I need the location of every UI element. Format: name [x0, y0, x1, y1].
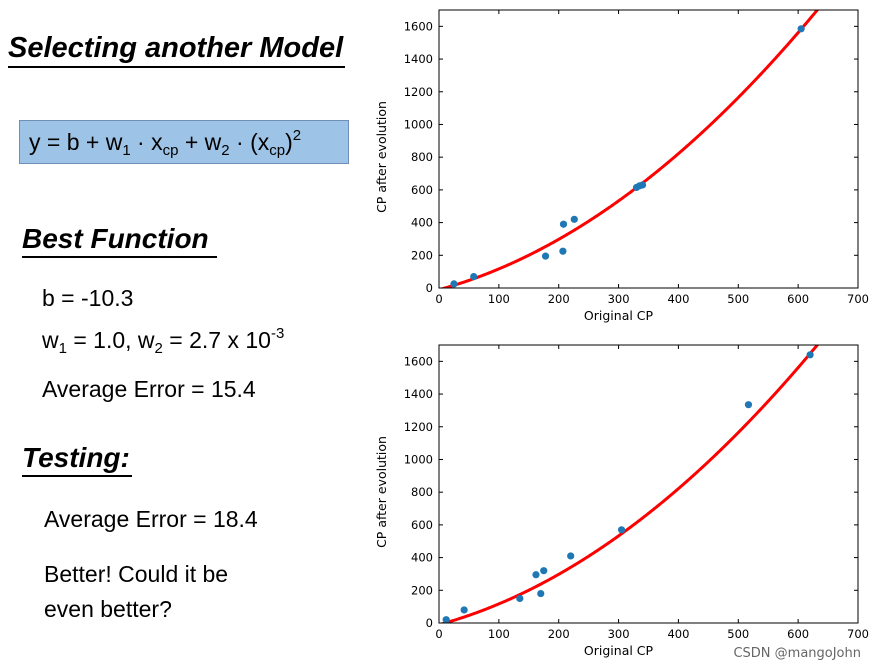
x-tick-label: 500 — [727, 627, 749, 641]
comment-line-1: Better! Could it be — [44, 561, 229, 587]
formula-dot-x: · x — [130, 129, 163, 155]
data-point — [617, 526, 626, 534]
testing-average-error: Average Error = 18.4 — [44, 506, 258, 532]
formula-w1-subscript: 1 — [122, 142, 131, 159]
data-point — [442, 616, 450, 624]
y-tick-label: 1400 — [404, 387, 433, 401]
watermark: CSDN @mangoJohn — [733, 646, 861, 661]
y-tick-label: 800 — [411, 150, 433, 164]
y-axis-label: CP after evolution — [374, 436, 389, 548]
formula-plus-w: + w — [178, 129, 222, 155]
training-scatter-chart: 0 100 200 300 400 500 600 700 0 200 400 600 800 1000 1… — [374, 9, 869, 323]
x-tick-label: 400 — [667, 292, 689, 306]
y-tick-label: 0 — [426, 281, 433, 295]
model-formula-box: y = b + w1 · xcp + w2 · (xcp)2 — [19, 120, 349, 164]
data-point — [559, 220, 568, 228]
x-tick-label: 600 — [787, 292, 809, 306]
x-tick-label: 0 — [435, 627, 442, 641]
formula-dot-paren-x: · (x — [229, 129, 270, 155]
x-axis-label: Original CP — [584, 308, 654, 323]
x-axis-label: Original CP — [584, 643, 654, 658]
x-tick-label: 100 — [488, 292, 510, 306]
y-tick-label: 1000 — [404, 452, 433, 466]
y-tick-label: 200 — [411, 248, 433, 262]
x-tick-label: 300 — [608, 627, 630, 641]
y-axis-label: CP after evolution — [374, 101, 389, 213]
testing-scatter-chart: 0 100 200 300 400 500 600 700 0 200 400 600 800 1000 1… — [374, 344, 869, 658]
w2-subscript: 2 — [154, 340, 163, 357]
formula-xcp-subscript: cp — [162, 142, 179, 159]
data-point — [638, 181, 647, 189]
y-tick-label: 1000 — [404, 117, 433, 131]
y-tick-label: 200 — [411, 583, 433, 597]
w2-value: = 2.7 x 10 — [162, 327, 271, 353]
w1-value: = 1.0, w — [66, 327, 155, 353]
data-point — [450, 280, 458, 288]
y-tick-label: 0 — [426, 616, 433, 630]
x-tick-label: 700 — [847, 292, 869, 306]
b-value: b = -10.3 — [42, 285, 134, 311]
data-point — [570, 215, 578, 223]
formula-lhs: y = b + w — [29, 129, 123, 155]
regression-curve — [439, 345, 820, 623]
regression-curve — [439, 10, 820, 288]
y-tick-label: 600 — [411, 183, 433, 197]
x-tick-label: 500 — [727, 292, 749, 306]
y-tick-label: 400 — [411, 551, 433, 565]
testing-heading: Testing: — [22, 441, 132, 477]
w1-subscript: 1 — [58, 340, 67, 357]
data-point — [797, 25, 805, 33]
data-point — [559, 247, 567, 255]
data-point — [806, 351, 814, 359]
y-tick-label: 400 — [411, 216, 433, 230]
data-point — [460, 606, 468, 614]
data-point — [541, 252, 550, 260]
data-point — [470, 272, 478, 281]
plot-frame — [438, 344, 859, 624]
y-tick-label: 1600 — [404, 354, 433, 368]
w2-exponent: -3 — [270, 325, 285, 342]
data-point — [532, 571, 540, 579]
formula-power: 2 — [292, 127, 302, 144]
data-point — [540, 567, 548, 575]
data-point — [567, 552, 575, 560]
w-values: w1 = 1.0, w2 = 2.7 x 10-3 — [42, 325, 285, 357]
plot-frame — [438, 9, 859, 289]
formula-xcp2-subscript: cp — [269, 142, 286, 159]
y-tick-label: 1200 — [404, 420, 433, 434]
best-function-heading: Best Function — [22, 222, 217, 258]
y-tick-label: 1200 — [404, 85, 433, 99]
x-tick-label: 200 — [548, 627, 570, 641]
data-point — [537, 589, 545, 598]
data-point — [516, 594, 524, 603]
w1-prefix: w — [42, 327, 59, 353]
y-tick-label: 1600 — [404, 19, 433, 33]
y-tick-label: 800 — [411, 485, 433, 499]
x-tick-label: 0 — [435, 292, 442, 306]
x-tick-label: 700 — [847, 627, 869, 641]
x-tick-label: 200 — [548, 292, 570, 306]
x-tick-label: 100 — [488, 627, 510, 641]
formula-w2-subscript: 2 — [221, 142, 230, 159]
y-tick-label: 1400 — [404, 52, 433, 66]
y-tick-label: 600 — [411, 518, 433, 532]
x-tick-label: 400 — [667, 627, 689, 641]
x-tick-label: 300 — [608, 292, 630, 306]
formula-close-paren: ) — [285, 129, 293, 155]
slide-title: Selecting another Model — [8, 30, 346, 68]
training-average-error: Average Error = 15.4 — [42, 376, 256, 402]
comment-line-2: even better? — [44, 596, 172, 622]
x-tick-label: 600 — [787, 627, 809, 641]
data-point — [744, 401, 753, 409]
